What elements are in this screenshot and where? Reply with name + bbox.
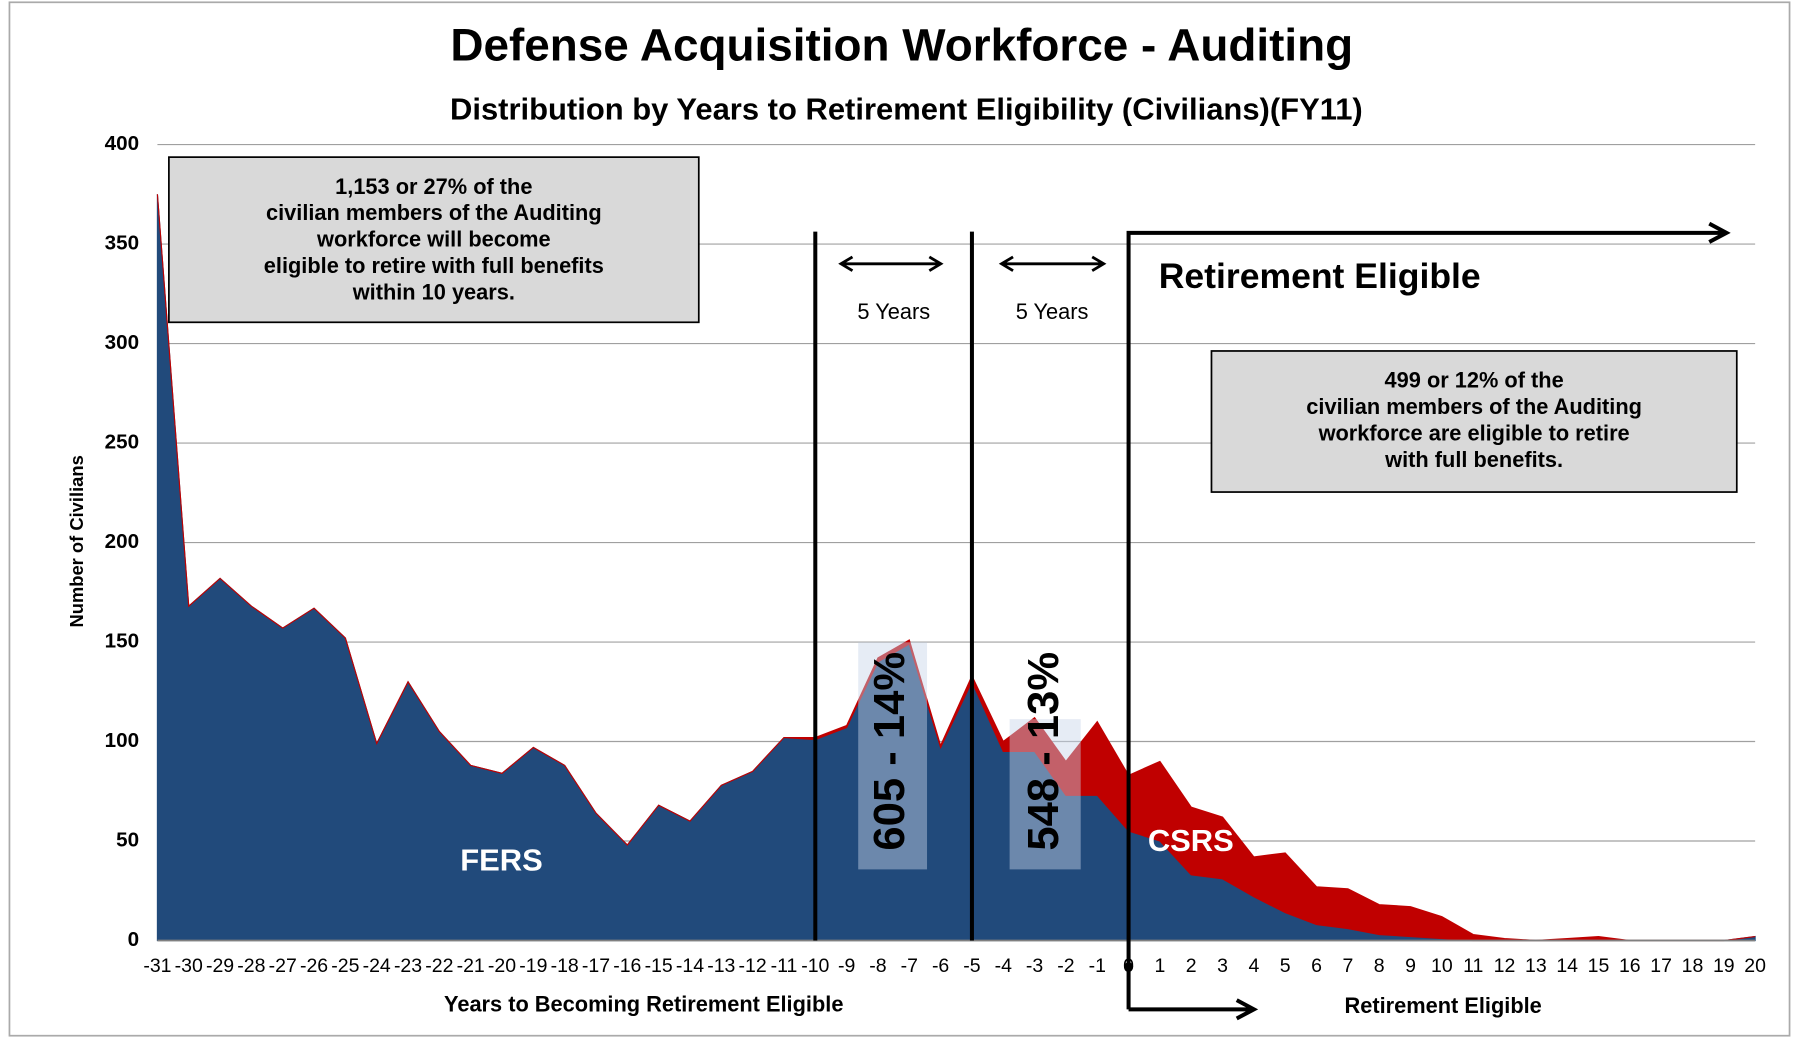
x-tick-label: -10 — [801, 955, 829, 977]
x-tick-label: -6 — [932, 955, 949, 977]
y-axis-label: Number of Civilians — [66, 455, 87, 627]
x-tick-label: -11 — [771, 955, 798, 977]
note-box — [1210, 350, 1738, 493]
eligible-arrow — [1126, 221, 1731, 1021]
y-tick-label: 0 — [128, 928, 139, 951]
y-tick-label: 150 — [105, 629, 139, 652]
x-tick-label: -14 — [676, 955, 704, 977]
x-tick-label: 18 — [1682, 955, 1704, 977]
x-tick-label: 10 — [1431, 955, 1453, 977]
x-tick-label: -4 — [995, 955, 1012, 977]
span-arrow — [998, 255, 1107, 272]
x-tick-label: -16 — [613, 955, 641, 977]
x-tick-label: 16 — [1619, 955, 1641, 977]
x-tick-label: -3 — [1026, 955, 1043, 977]
x-tick-label: 4 — [1248, 955, 1259, 977]
origin-dot — [1123, 962, 1134, 972]
x-tick-label: -15 — [645, 955, 673, 977]
count-panel — [858, 642, 928, 870]
x-tick-label: 8 — [1374, 955, 1385, 977]
x-tick-label: -26 — [300, 955, 328, 977]
x-tick-label: -18 — [551, 955, 579, 977]
count-label: 548 - 13% — [1020, 652, 1068, 851]
x-tick-label: 2 — [1186, 955, 1197, 977]
x-tick-label: -8 — [869, 955, 886, 977]
y-tick-label: 200 — [105, 530, 139, 553]
chart-subtitle: Distribution by Years to Retirement Elig… — [450, 91, 1363, 126]
x-tick-label: 19 — [1713, 955, 1735, 977]
series-label: CSRS — [1148, 823, 1234, 858]
x-tick-label: -23 — [394, 955, 422, 977]
y-tick-label: 300 — [105, 331, 139, 354]
note-line: with full benefits. — [1384, 447, 1563, 472]
x-tick-label: -30 — [175, 955, 203, 977]
x-tick-label: -7 — [901, 955, 918, 977]
note-box — [168, 156, 700, 324]
x-tick-label: 12 — [1494, 955, 1516, 977]
y-tick-label: 400 — [105, 132, 139, 155]
note-line: workforce will become — [316, 227, 551, 252]
x-tick-label: -22 — [425, 955, 453, 977]
series-label: FERS — [460, 843, 543, 878]
x-tick-label: -24 — [363, 955, 391, 977]
x-tick-label: 20 — [1744, 955, 1766, 977]
x-tick-label: -27 — [269, 955, 297, 977]
span-label: 5 Years — [1016, 299, 1089, 324]
x-tick-label: 7 — [1342, 955, 1353, 977]
x-tick-label: -13 — [707, 955, 735, 977]
span-arrow — [838, 255, 944, 272]
x-tick-label: -20 — [488, 955, 516, 977]
x-tick-label: 14 — [1556, 955, 1578, 977]
x-tick-label: -1 — [1089, 955, 1106, 977]
chart-title: Defense Acquisition Workforce - Auditing — [450, 18, 1353, 70]
x-tick-label: 9 — [1405, 955, 1416, 977]
note-line: eligible to retire with full benefits — [264, 253, 604, 278]
x-tick-label: -21 — [457, 955, 485, 977]
x-tick-label: -29 — [206, 955, 234, 977]
note-line: 1,153 or 27% of the — [335, 174, 532, 199]
count-panel — [1009, 719, 1081, 870]
x-tick-label: -2 — [1057, 955, 1074, 977]
y-tick-label: 350 — [105, 231, 139, 254]
note-line: within 10 years. — [352, 279, 515, 304]
x-tick-label: 17 — [1650, 955, 1672, 977]
x-tick-label: -5 — [963, 955, 980, 977]
x-axis-label-right: Retirement Eligible — [1345, 993, 1542, 1018]
x-tick-label: 11 — [1463, 955, 1483, 977]
note-line: civilian members of the Auditing — [266, 200, 602, 225]
x-tick-label: -25 — [331, 955, 359, 977]
x-tick-label: 6 — [1311, 955, 1322, 977]
x-tick-label: -28 — [237, 955, 265, 977]
x-tick-label: 3 — [1217, 955, 1228, 977]
note-line: 499 or 12% of the — [1385, 368, 1564, 393]
x-tick-label: 5 — [1280, 955, 1291, 977]
x-tick-label: -9 — [838, 955, 855, 977]
y-tick-label: 50 — [116, 828, 139, 851]
y-tick-label: 250 — [105, 430, 139, 453]
x-tick-label: 15 — [1588, 955, 1610, 977]
x-axis-label: Years to Becoming Retirement Eligible — [444, 992, 843, 1017]
eligible-header: Retirement Eligible — [1159, 256, 1481, 296]
x-tick-label: -19 — [519, 955, 547, 977]
count-label: 605 - 14% — [866, 652, 914, 851]
overlay: FERS CSRS 605 - 14% 548 - 13% 5 Years 5 Years… — [157, 156, 1756, 1021]
x-tick-label: 13 — [1525, 955, 1547, 977]
span-label: 5 Years — [857, 299, 930, 324]
y-tick-label: 100 — [105, 729, 139, 752]
x-tick-label: -31 — [143, 955, 171, 977]
note-line: workforce are eligible to retire — [1318, 420, 1630, 445]
x-tick-label: -17 — [582, 955, 610, 977]
x-tick-label: -12 — [739, 955, 767, 977]
x-tick-label: 1 — [1154, 955, 1165, 977]
note-line: civilian members of the Auditing — [1306, 394, 1642, 419]
